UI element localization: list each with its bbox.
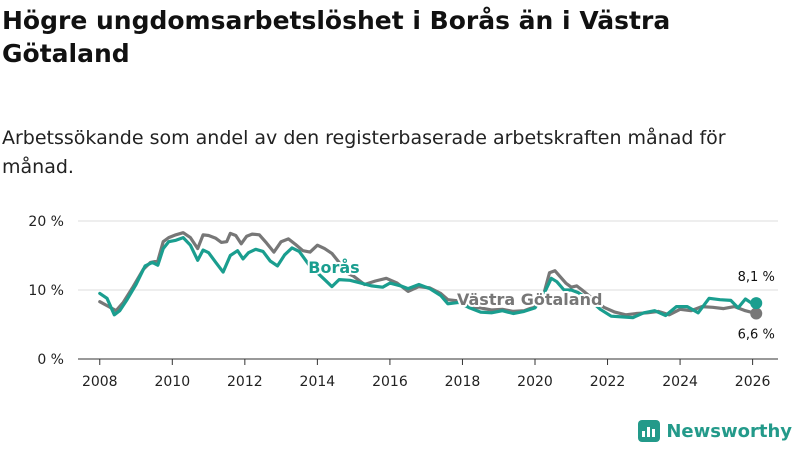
series-label-v-stra-g-taland: Västra Götaland — [457, 290, 602, 309]
x-tick-label: 2010 — [154, 374, 190, 390]
x-tick-label: 2022 — [590, 374, 626, 390]
newsworthy-logo-icon — [638, 420, 661, 442]
grid-lines — [78, 220, 778, 291]
series-label-bor-s: Borås — [308, 258, 359, 277]
y-tick-label: 0 % — [37, 352, 64, 368]
series-end-dot-bor-s — [750, 297, 763, 310]
x-tick-label: 2024 — [662, 374, 698, 390]
y-tick-label: 10 % — [28, 283, 64, 299]
series-lines — [98, 231, 763, 320]
end-value-label-bor-s: 8,1 % — [738, 270, 775, 285]
x-tick-label: 2014 — [300, 374, 336, 390]
x-axis: 2008 2010 2012 2014 2016 2018 2020 2022 2024 2026 — [78, 358, 778, 390]
x-tick-label: 2008 — [82, 374, 118, 390]
series-line-bor-s — [98, 236, 758, 320]
newsworthy-logo: Newsworthy — [638, 418, 792, 444]
x-tick-label: 2020 — [517, 374, 553, 390]
series-end-dot-v-stra-g-taland — [750, 307, 763, 320]
chart-title: Högre ungdomsarbetslöshet i Borås än i V… — [2, 6, 671, 68]
y-axis-ticks: 0 % 10 % 20 % — [28, 214, 64, 368]
y-tick-label: 20 % — [28, 214, 64, 230]
x-tick-label: 2016 — [372, 374, 408, 390]
x-tick-label: 2012 — [227, 374, 263, 390]
chart-subtitle: Arbetssökande som andel av den registerb… — [2, 127, 726, 178]
series-labels: 6,6 % Västra Götaland 8,1 % Borås — [306, 256, 775, 343]
x-tick-label: 2018 — [445, 374, 481, 390]
x-tick-label: 2026 — [735, 374, 771, 390]
end-value-label-v-stra-g-taland: 6,6 % — [738, 327, 775, 342]
brand-name: Newsworthy — [666, 420, 792, 442]
series-line-v-stra-g-taland — [98, 231, 758, 317]
